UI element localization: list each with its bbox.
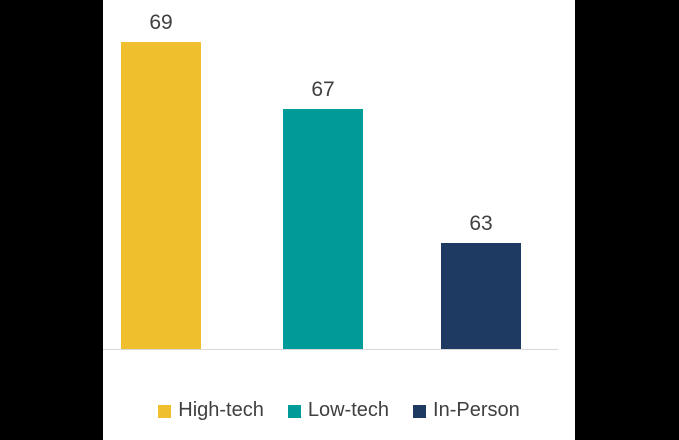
legend-label: High-tech: [178, 398, 264, 421]
legend-label: In-Person: [433, 398, 520, 421]
legend-swatch-icon: [287, 404, 301, 418]
legend-item-high-tech: High-tech: [158, 399, 264, 422]
bar-in-person: [441, 243, 521, 350]
bar-value-label-high-tech: 69: [149, 11, 173, 34]
legend-item-low-tech: Low-tech: [287, 398, 390, 422]
bar-value-label-in-person: 63: [469, 212, 493, 235]
bar-high-tech: [121, 42, 201, 350]
x-axis-line: [103, 349, 558, 350]
legend-swatch-icon: [413, 404, 427, 418]
chart-canvas: 69 67 63 High-tech Low-tech In-Person: [103, 0, 575, 440]
legend-label: Low-tech: [307, 398, 390, 421]
chart-legend: High-tech Low-tech In-Person: [103, 397, 575, 423]
legend-item-in-person: In-Person: [413, 399, 520, 422]
bar-value-label-low-tech: 67: [311, 78, 335, 101]
bar-low-tech: [283, 109, 363, 350]
legend-swatch-icon: [158, 404, 172, 418]
plot-area: 69 67 63: [103, 0, 575, 440]
